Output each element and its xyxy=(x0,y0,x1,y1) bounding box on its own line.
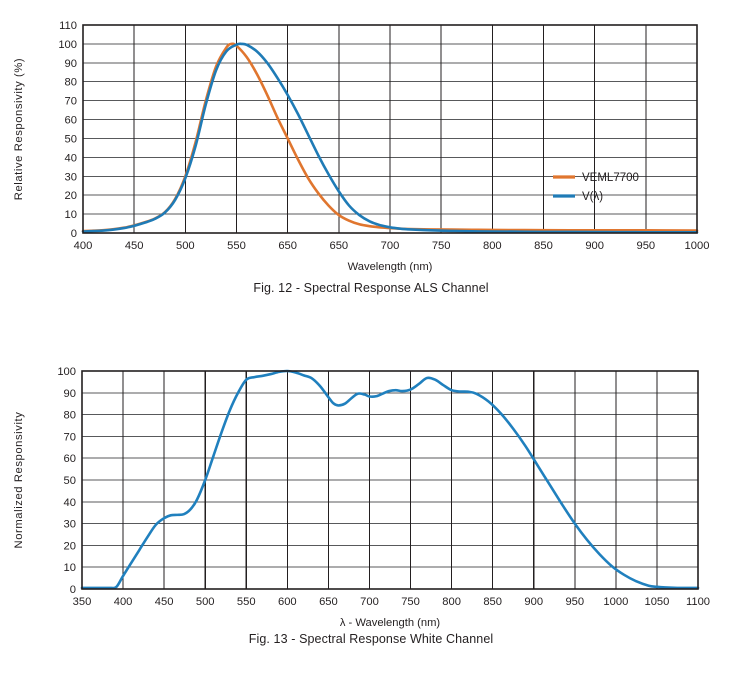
legend-label-2: V(λ) xyxy=(582,191,603,203)
y-tick-label: 50 xyxy=(65,133,77,145)
y-tick-label: 100 xyxy=(58,39,77,51)
x-tick-label: 1050 xyxy=(644,596,669,608)
y-tick-label: 110 xyxy=(59,20,77,32)
chart-legend: VEML7700 V(λ) xyxy=(553,172,639,203)
figure-13-spectral-response-white: 0 10 20 30 40 50 60 70 80 90 100 350 400 450 500 550 600… xyxy=(0,344,742,684)
y-tick-label: 20 xyxy=(65,190,77,202)
y-tick-label: 80 xyxy=(64,410,76,422)
x-tick-label: 650 xyxy=(278,240,297,252)
grid-lines xyxy=(83,25,697,233)
y-tick-label: 0 xyxy=(70,584,76,596)
chart-13-svg: 0 10 20 30 40 50 60 70 80 90 100 350 400 450 500 550 600… xyxy=(13,366,710,629)
x-axis-title: λ - Wavelength (nm) xyxy=(340,617,441,629)
y-axis-tick-labels: 0 10 20 30 40 50 60 70 80 90 100 110 xyxy=(58,20,77,240)
series-group xyxy=(81,42,699,234)
y-tick-label: 0 xyxy=(71,228,77,240)
y-axis-tick-labels: 0 10 20 30 40 50 60 70 80 90 100 xyxy=(57,366,76,596)
x-tick-label: 750 xyxy=(401,596,420,608)
y-tick-label: 90 xyxy=(65,58,77,70)
x-tick-label: 550 xyxy=(227,240,246,252)
x-tick-label: 950 xyxy=(636,240,655,252)
figure-12-caption: Fig. 12 - Spectral Response ALS Channel xyxy=(253,281,489,295)
y-tick-label: 40 xyxy=(64,497,76,509)
x-tick-label: 900 xyxy=(585,240,604,252)
x-tick-label: 650 xyxy=(329,240,348,252)
x-tick-label: 400 xyxy=(74,240,93,252)
series-line-white-channel xyxy=(80,369,700,590)
legend-label-1: VEML7700 xyxy=(582,172,639,184)
x-tick-label: 900 xyxy=(524,596,543,608)
x-tick-label: 750 xyxy=(432,240,451,252)
y-axis-title: Relative Responsivity (%) xyxy=(13,58,25,200)
x-tick-label: 500 xyxy=(176,240,195,252)
x-tick-label: 1000 xyxy=(685,240,710,252)
x-tick-label: 700 xyxy=(360,596,379,608)
y-tick-label: 80 xyxy=(65,77,77,89)
x-tick-label: 800 xyxy=(442,596,461,608)
plot-frame xyxy=(81,370,699,590)
x-axis-tick-labels: 400 450 500 550 650 650 700 750 800 850 900 950 1000 xyxy=(74,240,710,252)
x-tick-label: 850 xyxy=(483,596,502,608)
y-tick-label: 20 xyxy=(64,540,76,552)
x-tick-label: 950 xyxy=(565,596,584,608)
x-tick-label: 450 xyxy=(155,596,174,608)
y-axis-title: Normalized Responsivity xyxy=(13,412,25,549)
y-tick-label: 10 xyxy=(64,562,76,574)
x-tick-label: 650 xyxy=(319,596,338,608)
series-line-v xyxy=(81,42,699,234)
x-tick-label: 700 xyxy=(381,240,400,252)
grid-lines xyxy=(82,371,698,589)
x-axis-tick-labels: 350 400 450 500 550 600 650 700 750 800 850 900 950 1… xyxy=(73,596,710,608)
y-tick-label: 50 xyxy=(64,475,76,487)
figure-12-spectral-response-als: 0 10 20 30 40 50 60 70 80 90 100 110 400 450 500 550 650… xyxy=(0,0,742,340)
y-tick-label: 70 xyxy=(65,96,77,108)
x-tick-label: 600 xyxy=(278,596,297,608)
x-tick-label: 550 xyxy=(237,596,256,608)
chart-12-svg: 0 10 20 30 40 50 60 70 80 90 100 110 400 450 500 550 650… xyxy=(13,20,710,273)
x-axis-title: Wavelength (nm) xyxy=(348,261,433,273)
y-tick-label: 100 xyxy=(57,366,76,378)
x-tick-label: 450 xyxy=(125,240,144,252)
y-tick-label: 10 xyxy=(65,209,77,221)
y-tick-label: 30 xyxy=(65,171,77,183)
x-tick-label: 1000 xyxy=(603,596,628,608)
figure-13-caption: Fig. 13 - Spectral Response White Channe… xyxy=(248,632,494,646)
plot-frame xyxy=(82,24,698,234)
y-tick-label: 90 xyxy=(64,388,76,400)
x-tick-label: 350 xyxy=(73,596,92,608)
series-group xyxy=(80,369,700,590)
x-tick-label: 400 xyxy=(114,596,133,608)
x-tick-label: 500 xyxy=(196,596,215,608)
y-tick-label: 60 xyxy=(64,453,76,465)
y-tick-label: 60 xyxy=(65,115,77,127)
x-tick-label: 1100 xyxy=(686,596,710,608)
y-tick-label: 30 xyxy=(64,519,76,531)
x-tick-label: 850 xyxy=(534,240,553,252)
chart-12-plot-area: 0 10 20 30 40 50 60 70 80 90 100 110 400 450 500 550 650… xyxy=(0,0,742,280)
y-tick-label: 40 xyxy=(65,152,77,164)
y-tick-label: 70 xyxy=(64,431,76,443)
x-tick-label: 800 xyxy=(483,240,502,252)
chart-13-plot-area: 0 10 20 30 40 50 60 70 80 90 100 350 400 450 500 550 600… xyxy=(0,344,742,629)
